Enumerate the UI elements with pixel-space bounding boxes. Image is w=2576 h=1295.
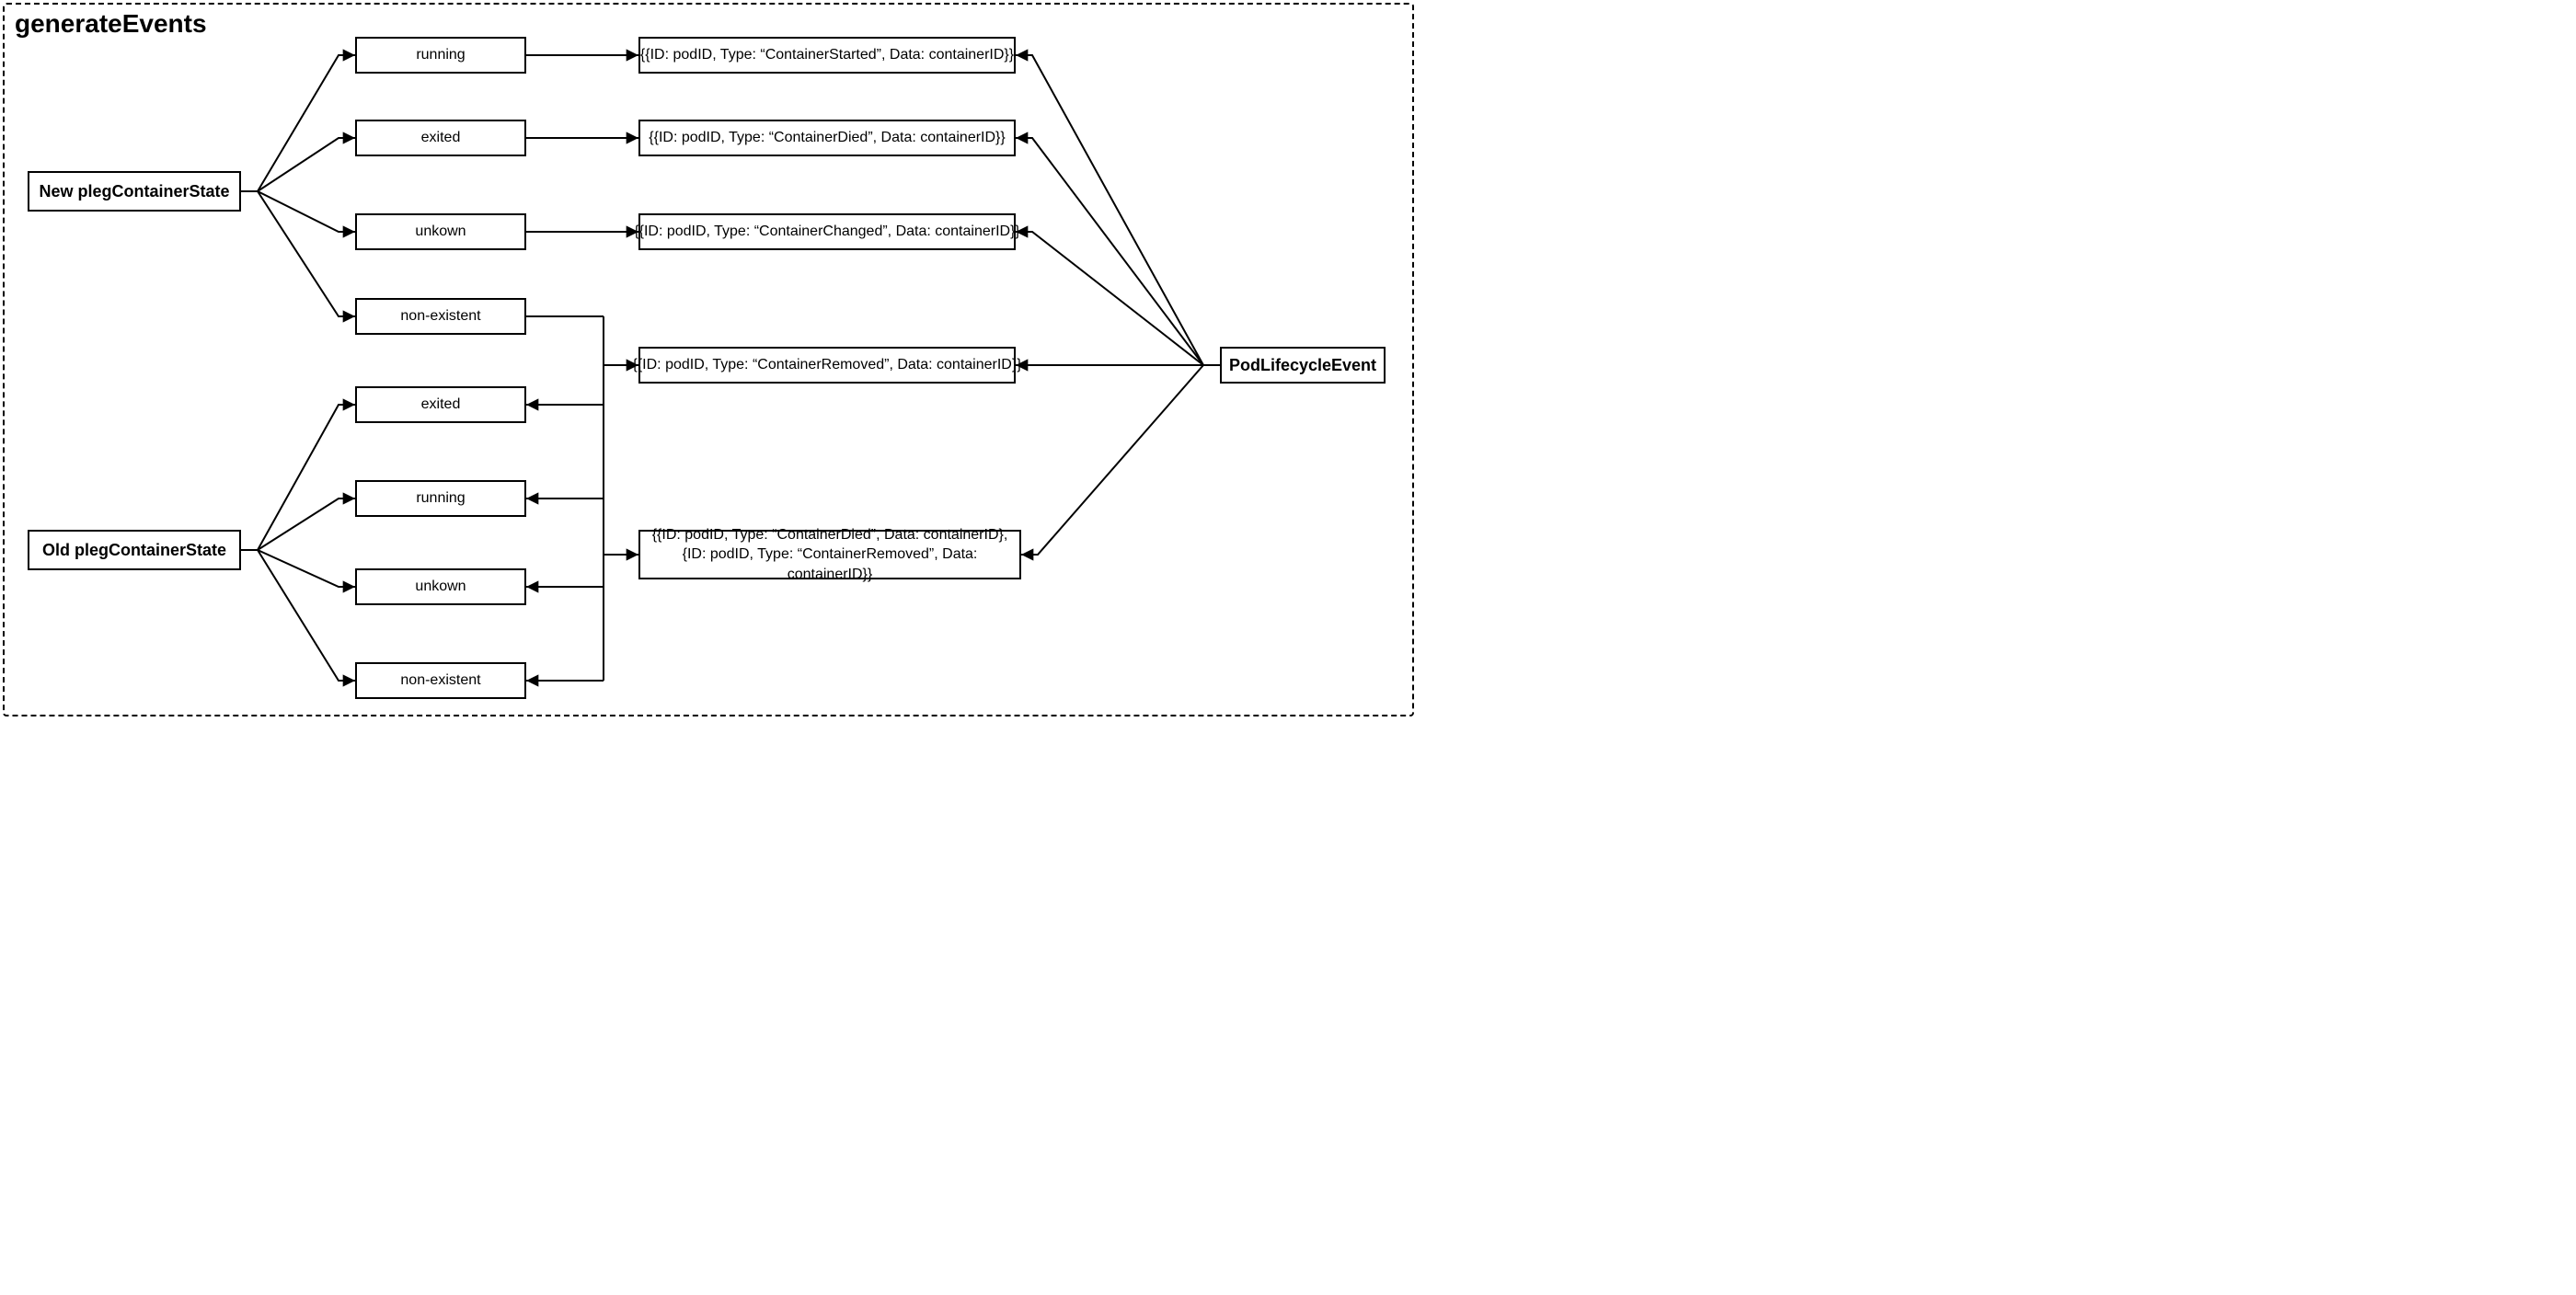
node-label: exited [421,396,461,413]
node-label: PodLifecycleEvent [1229,356,1376,375]
node-label: exited [421,130,461,146]
node-label: Old plegContainerState [42,541,226,560]
node-label: non-existent [400,308,480,325]
node-label: running [416,490,465,507]
node-new_unknown: unkown [355,213,526,250]
node-evt_removed: {{ID: podID, Type: “ContainerRemoved”, D… [638,347,1016,384]
node-evt_died: {{ID: podID, Type: “ContainerDied”, Data… [638,120,1016,156]
node-label: New plegContainerState [39,182,229,201]
node-label: {{ID: podID, Type: “ContainerRemoved”, D… [632,357,1021,373]
diagram-title: generateEvents [15,9,207,39]
node-old_state: Old plegContainerState [28,530,241,570]
node-label: {{ID: podID, Type: “ContainerDied”, Data… [649,130,1005,146]
node-new_exited: exited [355,120,526,156]
node-new_nonexistent: non-existent [355,298,526,335]
node-label: running [416,47,465,63]
node-label: unkown [415,223,466,240]
node-new_running: running [355,37,526,74]
node-evt_died_removed: {{ID: podID, Type: “ContainerDied”, Data… [638,530,1021,579]
node-old_running: running [355,480,526,517]
node-old_nonexistent: non-existent [355,662,526,699]
node-label: unkown [415,579,466,595]
node-ple: PodLifecycleEvent [1220,347,1386,384]
node-evt_started: {{ID: podID, Type: “ContainerStarted”, D… [638,37,1016,74]
node-label: {{ID: podID, Type: “ContainerDied”, Data… [650,525,1010,585]
node-evt_changed: {{ID: podID, Type: “ContainerChanged”, D… [638,213,1016,250]
node-old_exited: exited [355,386,526,423]
node-new_state: New plegContainerState [28,171,241,212]
node-label: {{ID: podID, Type: “ContainerChanged”, D… [634,223,1020,240]
node-label: non-existent [400,672,480,689]
node-old_unknown: unkown [355,568,526,605]
diagram-canvas: generateEvents New plegContainerState Old… [0,0,1417,719]
node-label: {{ID: podID, Type: “ContainerStarted”, D… [640,47,1014,63]
